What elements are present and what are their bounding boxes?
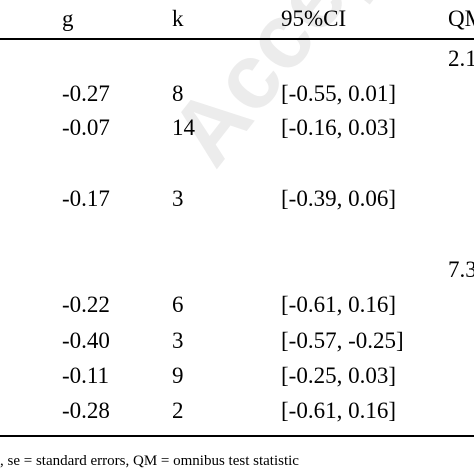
header-k: k [172, 6, 184, 31]
cell-ci: [-0.61, 0.16] [281, 398, 396, 423]
cell-k: 8 [172, 81, 184, 106]
cell-ci: [-0.16, 0.03] [281, 115, 396, 140]
header-qm: QM [448, 6, 474, 31]
cell-ci: [-0.25, 0.03] [281, 363, 396, 388]
cell-g: -0.27 [62, 81, 110, 106]
header-ci: 95%CI [281, 6, 347, 31]
header-rule [0, 38, 474, 40]
cell-k: 14 [172, 115, 195, 140]
qm-value: 2.1 [448, 46, 474, 71]
cell-ci: [-0.57, -0.25] [281, 328, 404, 353]
cell-g: -0.22 [62, 292, 110, 317]
cell-k: 3 [172, 328, 184, 353]
cell-g: -0.28 [62, 398, 110, 423]
cell-g: -0.07 [62, 115, 110, 140]
qm-value: 7.3 [448, 257, 474, 282]
table-footnote: , se = standard errors, QM = omnibus tes… [0, 453, 299, 469]
cell-g: -0.17 [62, 186, 110, 211]
cell-ci: [-0.55, 0.01] [281, 81, 396, 106]
cell-k: 9 [172, 363, 184, 388]
cell-k: 2 [172, 398, 184, 423]
cell-g: -0.11 [62, 363, 110, 388]
cell-g: -0.40 [62, 328, 110, 353]
cell-k: 3 [172, 186, 184, 211]
bottom-rule [0, 435, 474, 437]
header-g: g [62, 6, 74, 31]
cell-k: 6 [172, 292, 184, 317]
cell-ci: [-0.39, 0.06] [281, 186, 396, 211]
cell-ci: [-0.61, 0.16] [281, 292, 396, 317]
